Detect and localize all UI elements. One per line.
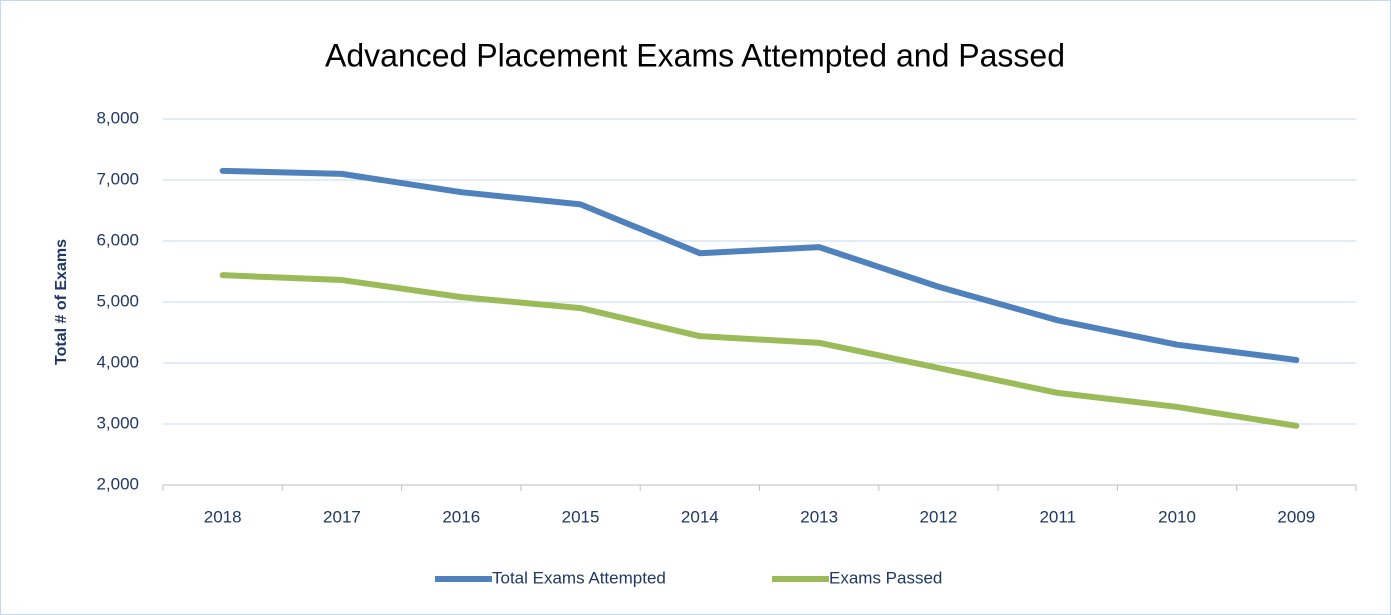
y-tick-label: 7,000 (96, 169, 139, 188)
x-tick-label: 2010 (1158, 507, 1196, 526)
x-tick-label: 2011 (1039, 507, 1076, 526)
series-line (219, 272, 1300, 429)
x-tick-label: 2013 (800, 507, 838, 526)
chart-title: Advanced Placement Exams Attempted and P… (325, 37, 1065, 73)
series-line (219, 167, 1300, 363)
y-tick-label: 2,000 (96, 474, 139, 493)
y-axis-label: Total # of Exams (53, 239, 70, 365)
x-tick-label: 2015 (562, 507, 600, 526)
legend-label: Exams Passed (829, 568, 942, 587)
y-tick-label: 3,000 (96, 413, 139, 432)
x-tick-label: 2009 (1277, 507, 1315, 526)
x-tick-label: 2016 (442, 507, 480, 526)
x-tick-label: 2012 (920, 507, 958, 526)
x-tick-label: 2018 (204, 507, 242, 526)
legend-label: Total Exams Attempted (492, 568, 666, 587)
y-tick-label: 8,000 (96, 108, 139, 127)
y-tick-label: 6,000 (96, 230, 139, 249)
x-tick-label: 2014 (681, 507, 719, 526)
y-tick-label: 4,000 (96, 352, 139, 371)
x-tick-label: 2017 (323, 507, 361, 526)
y-tick-label: 5,000 (96, 291, 139, 310)
